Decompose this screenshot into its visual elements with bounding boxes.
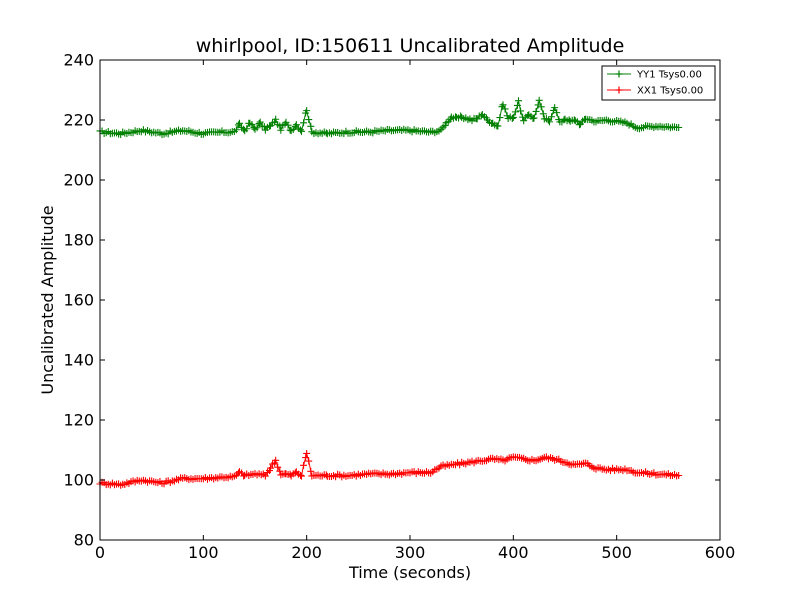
x-tick-label: 0 (95, 543, 105, 562)
legend-label-xx1: XX1 Tsys0.00 (637, 86, 703, 97)
y-tick-label: 200 (63, 171, 94, 190)
plot-area (100, 60, 720, 540)
y-tick-label: 240 (63, 51, 94, 70)
y-tick-label: 80 (74, 531, 94, 550)
y-tick-label: 180 (63, 231, 94, 250)
y-axis-label: Uncalibrated Amplitude (38, 205, 57, 394)
series-layer (96, 96, 683, 489)
x-tick-label: 600 (705, 543, 736, 562)
x-tick-label: 300 (395, 543, 426, 562)
y-axis: 80 100 120 140 160 180 200 220 240 (63, 51, 720, 550)
x-axis: 0 100 200 300 400 500 600 (95, 60, 735, 562)
y-tick-label: 140 (63, 351, 94, 370)
legend: YY1 Tsys0.00 XX1 Tsys0.00 (601, 65, 716, 101)
x-tick-label: 200 (291, 543, 322, 562)
x-tick-label: 500 (601, 543, 632, 562)
y-tick-label: 160 (63, 291, 94, 310)
chart-title: whirlpool, ID:150611 Uncalibrated Amplit… (196, 35, 625, 57)
x-tick-label: 400 (498, 543, 529, 562)
legend-label-yy1: YY1 Tsys0.00 (636, 70, 702, 81)
y-tick-label: 120 (63, 411, 94, 430)
legend-marker-yy1 (615, 70, 623, 78)
x-axis-label: Time (seconds) (348, 563, 471, 582)
legend-marker-xx1 (615, 86, 623, 94)
y-tick-label: 100 (63, 471, 94, 490)
x-tick-label: 100 (188, 543, 219, 562)
y-tick-label: 220 (63, 111, 94, 130)
series-1 (96, 449, 683, 489)
legend-box (601, 65, 716, 101)
